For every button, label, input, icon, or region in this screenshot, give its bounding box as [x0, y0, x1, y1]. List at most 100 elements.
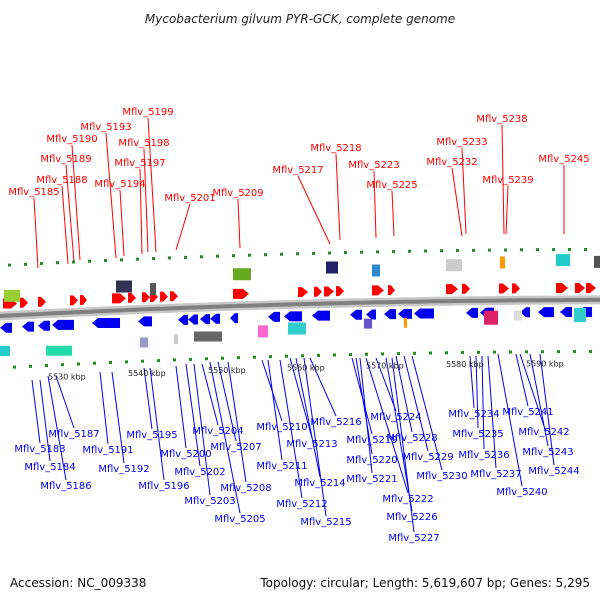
ring-dot [8, 263, 11, 267]
leader-line [289, 357, 313, 439]
reverse-gene-arrow [200, 314, 210, 325]
gene-label-bottom: Mflv_5236 [458, 450, 509, 461]
feature-block [574, 308, 586, 322]
leader-line [65, 164, 75, 263]
leader-line [139, 168, 143, 255]
ring-dot [248, 253, 251, 257]
gene-label-bottom: Mflv_5192 [98, 464, 149, 475]
leader-line [175, 365, 187, 449]
forward-gene-arrow [112, 293, 126, 304]
leader-line [335, 153, 341, 241]
leader-line [303, 357, 327, 517]
forward-gene-arrow [314, 286, 322, 297]
ring-dot [109, 361, 112, 364]
ring-dot [77, 362, 80, 366]
scale-tick-label: 5560 kbp [287, 364, 325, 373]
feature-block [446, 259, 462, 272]
forward-gene-arrow [446, 284, 458, 295]
gene-label-bottom: Mflv_5212 [276, 499, 327, 510]
ring-dot [573, 350, 576, 353]
reverse-gene-arrow [466, 307, 478, 318]
ring-dot [221, 356, 224, 360]
feature-block [594, 255, 600, 268]
reverse-gene-arrow [38, 320, 50, 331]
gene-label-bottom: Mflv_5228 [386, 433, 437, 444]
leader-line [373, 170, 377, 239]
gene-label-top: Mflv_5225 [366, 180, 417, 191]
forward-gene-arrow [336, 286, 344, 297]
leader-lines [31, 117, 565, 533]
ring-dot [349, 353, 352, 357]
ring-dot [424, 249, 427, 253]
backbone-core [0, 297, 600, 319]
reverse-gene-arrow [138, 316, 152, 327]
leader-line [111, 371, 125, 464]
gene-label-bottom: Mflv_5207 [210, 442, 261, 453]
ring-dot [269, 355, 272, 359]
leader-line [99, 371, 109, 445]
gene-label-top: Mflv_5199 [122, 107, 173, 118]
scale-tick-label: 5580 kbp [446, 360, 484, 369]
leader-line [309, 357, 337, 417]
leader-line [475, 355, 479, 429]
ring-dot [40, 262, 43, 265]
ring-dot [13, 365, 16, 369]
gene-label-bottom: Mflv_5196 [138, 481, 189, 492]
feature-block [326, 261, 338, 274]
reverse-gene-arrow [230, 313, 238, 324]
gene-label-bottom: Mflv_5229 [402, 452, 453, 463]
gene-label-top: Mflv_5185 [8, 187, 59, 198]
ring-dot [429, 351, 432, 355]
ring-dot [504, 248, 507, 252]
ring-dot [344, 251, 347, 255]
gene-label-top: Mflv_5201 [164, 193, 215, 204]
gene-label-bottom: Mflv_5230 [416, 471, 467, 482]
ring-dot [365, 352, 368, 356]
reverse-gene-arrow [520, 307, 530, 318]
reverse-gene-arrow [284, 311, 302, 322]
leader-line [501, 124, 505, 235]
leader-line [185, 363, 201, 467]
gene-label-bottom: Mflv_5240 [496, 487, 547, 498]
leader-line [529, 353, 549, 447]
feature-block [116, 280, 132, 293]
ring-dot [381, 352, 384, 356]
leader-line [61, 185, 69, 265]
leader-line [71, 144, 81, 261]
gene-label-bottom: Mflv_5202 [174, 467, 225, 478]
ring-dot [312, 251, 315, 255]
ring-dot [536, 248, 539, 252]
forward-gene-arrow [70, 295, 78, 306]
leader-line [481, 355, 485, 450]
ring-dot [584, 248, 587, 251]
forward-gene-arrow [372, 285, 384, 296]
reverse-gene-arrow [210, 313, 220, 324]
ring-dot [360, 250, 363, 254]
leader-line [147, 117, 157, 253]
reverse-gene-arrow [268, 311, 280, 322]
ring-dot [589, 350, 592, 353]
ring-dot [104, 259, 107, 262]
leader-line [39, 379, 51, 462]
leader-line [267, 359, 283, 461]
ring-dot [24, 262, 27, 266]
gene-label-top: Mflv_5233 [436, 137, 487, 148]
gene-label-bottom: Mflv_5200 [160, 449, 211, 460]
reverse-gene-arrow [178, 314, 188, 325]
feature-block [372, 264, 380, 277]
feature-track [0, 248, 600, 369]
ring-dot [168, 256, 171, 260]
gene-label-bottom: Mflv_5237 [470, 469, 521, 480]
leader-line [227, 361, 247, 483]
reverse-gene-arrow [0, 322, 12, 333]
ring-dot [333, 353, 336, 357]
gene-labels: Mflv_5185Mflv_5188Mflv_5189Mflv_5190Mflv… [8, 107, 589, 544]
leader-line [143, 367, 153, 430]
gene-label-bottom: Mflv_5222 [382, 494, 433, 505]
forward-gene-arrow [586, 282, 596, 293]
leader-line [403, 355, 429, 452]
leader-line [359, 357, 373, 474]
feature-block [364, 318, 372, 329]
ring-dot [328, 251, 331, 255]
ring-dot [488, 248, 491, 252]
